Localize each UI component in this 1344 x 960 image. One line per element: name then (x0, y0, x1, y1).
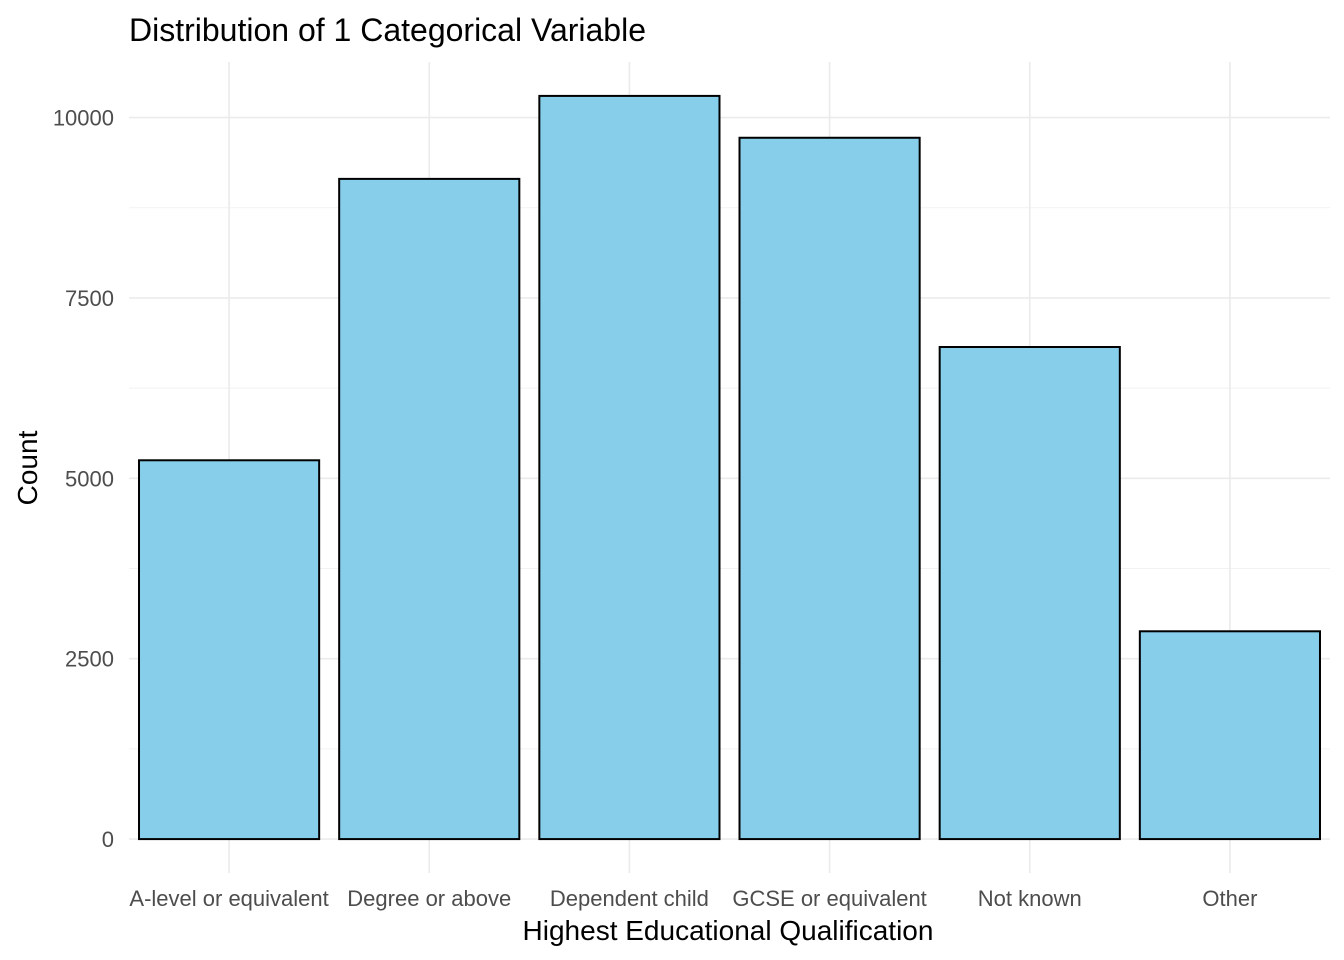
bar-dependent-child (538, 94, 721, 841)
bar-gcse-or-equivalent (738, 136, 921, 841)
x-tick-label: GCSE or equivalent (732, 886, 926, 911)
x-tick-label: Dependent child (550, 886, 709, 911)
x-axis-title: Highest Educational Qualification (523, 915, 934, 946)
y-tick-label: 5000 (65, 466, 114, 491)
chart-title: Distribution of 1 Categorical Variable (129, 12, 646, 48)
y-tick-label: 7500 (65, 286, 114, 311)
bar-degree-or-above (338, 177, 521, 841)
y-axis-title: Count (12, 430, 43, 505)
x-tick-label: Degree or above (347, 886, 511, 911)
x-tick-label: A-level or equivalent (129, 886, 328, 911)
bar-a-level-or-equivalent (138, 459, 321, 841)
tick-layer: 0 2500 5000 7500 10000 A-level or equivalent D… (53, 106, 1258, 911)
bar-not-known (938, 346, 1121, 841)
x-tick-label: Not known (978, 886, 1082, 911)
bar-other (1138, 630, 1321, 841)
y-tick-label: 2500 (65, 647, 114, 672)
x-tick-label: Other (1202, 886, 1257, 911)
y-tick-label: 0 (102, 827, 114, 852)
bar-layer (138, 94, 1321, 841)
y-tick-label: 10000 (53, 106, 114, 131)
